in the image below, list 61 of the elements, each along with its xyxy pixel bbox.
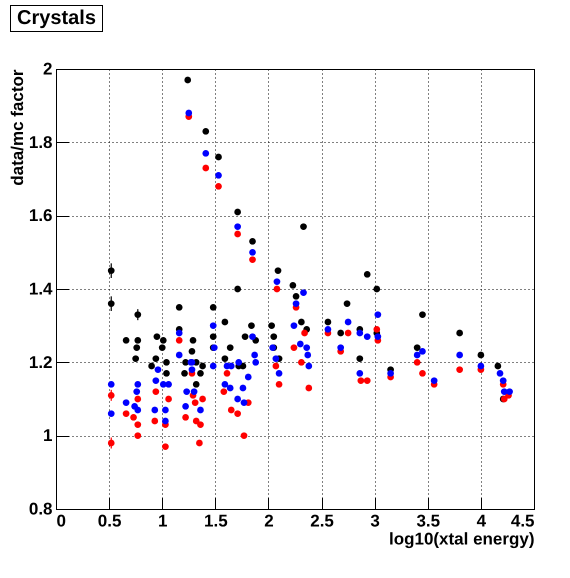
- point: [196, 440, 203, 446]
- point: [234, 230, 241, 238]
- y-tick-label: 0.8: [28, 500, 52, 518]
- point: [151, 418, 158, 424]
- point: [122, 410, 130, 418]
- x-tick-label: 2: [264, 512, 274, 530]
- point: [224, 370, 230, 377]
- point: [162, 443, 169, 450]
- point: [228, 406, 235, 414]
- chart-title: Crystals: [10, 5, 103, 32]
- point: [202, 164, 210, 172]
- point: [108, 392, 115, 399]
- point: [234, 410, 241, 418]
- point: [240, 432, 248, 440]
- point: [373, 326, 380, 333]
- point: [419, 370, 426, 377]
- x-axis-title: log10(xtal energy): [389, 530, 534, 548]
- x-tick-label: 1.5: [204, 512, 228, 530]
- y-tick-label: 1: [43, 426, 52, 446]
- point: [272, 362, 280, 370]
- point: [199, 396, 206, 402]
- y-tick-label: 1.2: [28, 352, 52, 372]
- point: [456, 366, 463, 374]
- point: [192, 399, 199, 406]
- y-axis-title: data/mc factor: [8, 69, 27, 186]
- y-tick-label: 1.6: [28, 206, 52, 226]
- point: [108, 440, 115, 446]
- x-tick-label: 0.5: [98, 512, 122, 530]
- point: [290, 344, 298, 352]
- point: [414, 358, 421, 366]
- point: [249, 256, 256, 264]
- point: [182, 414, 189, 421]
- point: [165, 396, 172, 402]
- x-tick-label: 2.5: [310, 512, 334, 530]
- point: [192, 418, 200, 424]
- point: [152, 388, 160, 396]
- point: [134, 432, 142, 440]
- point: [298, 358, 305, 366]
- point: [197, 421, 204, 428]
- x-tick-label: 4.5: [510, 512, 534, 530]
- point: [305, 384, 312, 392]
- point: [364, 377, 371, 384]
- x-tick-label: 0: [56, 512, 66, 530]
- point: [130, 414, 137, 421]
- point: [276, 380, 282, 388]
- point: [176, 336, 183, 344]
- point: [274, 286, 280, 292]
- y-tick-label: 1.4: [28, 280, 54, 298]
- y-tick-label: 1.8: [28, 132, 52, 152]
- x-tick-label: 4: [476, 512, 487, 530]
- point: [215, 182, 222, 190]
- x-tick-label: 1: [158, 512, 168, 530]
- point: [220, 388, 228, 396]
- point: [134, 396, 142, 402]
- point: [134, 421, 142, 428]
- point: [344, 330, 352, 336]
- x-tick-label: 3.5: [416, 512, 440, 530]
- point: [301, 330, 308, 336]
- x-tick-label: 3: [370, 512, 380, 530]
- y-tick-label: 2: [43, 60, 52, 78]
- point: [358, 377, 364, 384]
